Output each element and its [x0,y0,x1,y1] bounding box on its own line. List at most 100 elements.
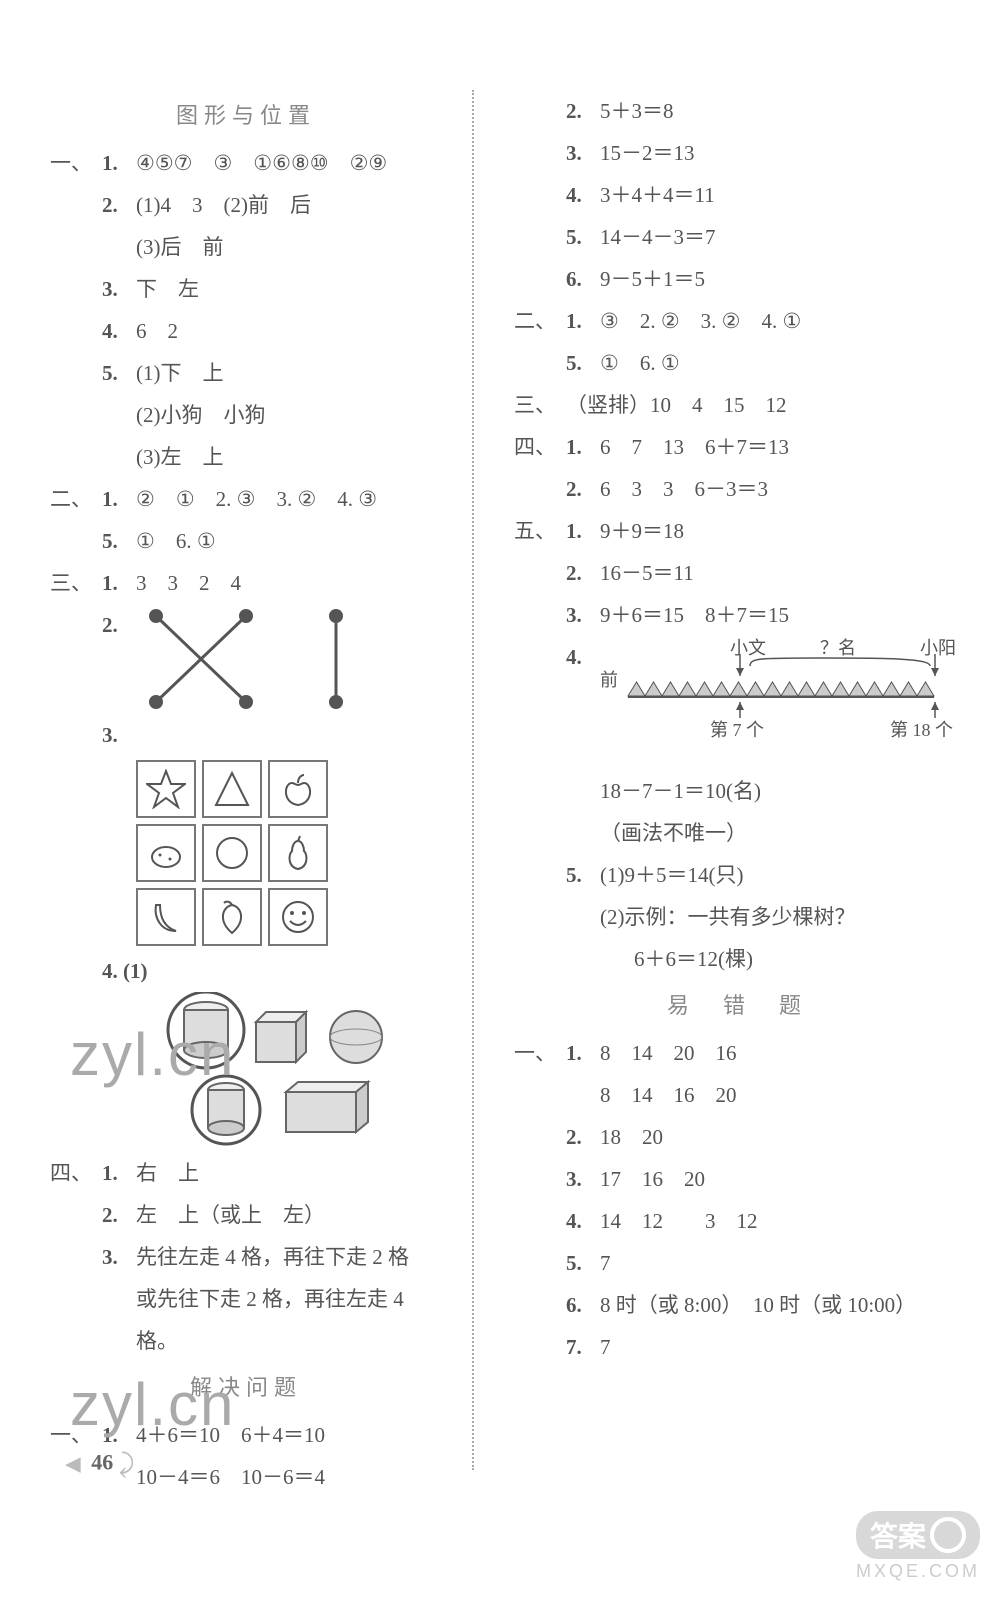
r5-3: 3.9＋6＝15 8＋7＝15 [514,594,960,636]
page-decor-icon: ⤸ [119,1449,135,1478]
major-label: 一、 [50,142,102,184]
minor-label: 5. [566,854,600,896]
q4-3: 3.先往左走 4 格，再往下走 2 格 [50,1236,442,1278]
section-title-shapes: 图形与位置 [50,94,442,138]
r5-5b: (2)示例：一共有多少棵树？ [514,896,960,938]
q2-5: 5.① 6. ① [50,520,442,562]
r-i4: 4.3＋4＋4＝11 [514,174,960,216]
minor-label: 3. [566,594,600,636]
minor-label: 5. [102,520,136,562]
e3: 3.17 16 20 [514,1158,960,1200]
minor-label: 1. [102,142,136,184]
q1-1: 一、 1. ④⑤⑦ ③ ①⑥⑧⑩ ②⑨ [50,142,442,184]
minor-label: 1. [566,510,600,552]
label-front: 前 [600,670,618,690]
q1-5: 5.(1)下 上 [50,352,442,394]
solids-svg [136,992,416,1152]
label-pos7: 第 7 个 [710,720,764,740]
r5-4a: 18－7－1＝10(名) [514,770,960,812]
answer-text: ① 6. ① [136,520,442,562]
answer-text: 7 [600,1326,960,1368]
answer-text: 9－5＋1＝5 [600,258,960,300]
site-badge: 答案 MXQE.COM [856,1511,980,1582]
minor-label: 7. [566,1326,600,1368]
cell-circle [202,824,262,882]
r-i6: 6.9－5＋1＝5 [514,258,960,300]
major-label: 二、 [50,478,102,520]
minor-label: 4. [566,1200,600,1242]
minor-label: 5. [566,342,600,384]
badge-bottom: MXQE.COM [856,1561,980,1582]
answer-text: 9＋9＝18 [600,510,960,552]
cell-triangle [202,760,262,818]
answer-text: （竖排）10 4 15 12 [566,384,960,426]
answer-text: 8 时（或 8:00） 10 时（或 10:00） [600,1284,960,1326]
queue-diagram: 小文 ？名 小阳 前 [600,636,960,770]
r-i3: 3.15－2＝13 [514,132,960,174]
right-column: 2.5＋3＝8 3.15－2＝13 4.3＋4＋4＝11 5.14－4－3＝7 … [504,90,960,1470]
q4-3b: 或先往下走 2 格，再往左走 4 格。 [50,1278,442,1362]
answer-text: ④⑤⑦ ③ ①⑥⑧⑩ ②⑨ [136,142,442,184]
minor-label: 5. [566,1242,600,1284]
minor-label: 4. [102,310,136,352]
label-question: ？名 [820,638,856,658]
q1-2b: (3)后 前 [50,226,442,268]
minor-label: 3. [566,132,600,174]
q1-2: 2.(1)4 3 (2)前 后 [50,184,442,226]
page-number: ◄ 46 ⤸ [60,1449,134,1480]
minor-label: 2. [566,468,600,510]
cell-apple [268,760,328,818]
answer-text: 6 7 13 6＋7＝13 [600,426,960,468]
minor-label: 6. [566,1284,600,1326]
label-pos18: 第 18 个 [890,720,953,740]
badge-text: 答案 [870,1515,926,1555]
section-title-errors: 易 错 题 [514,984,960,1028]
answer-text: (1)下 上 [136,352,442,394]
answer-text: 下 左 [136,268,442,310]
r5-5c: 6＋6＝12(棵) [514,938,960,980]
major-label: 四、 [50,1152,102,1194]
minor-label: 5. [566,216,600,258]
answer-text: ③ 2. ② 3. ② 4. ① [600,300,960,342]
answer-text: 右 上 [136,1152,442,1194]
r5-4b: （画法不唯一） [514,812,960,854]
minor-label: 3. [102,714,136,756]
page-decor-icon: ◄ [60,1450,86,1479]
major-label: 五、 [514,510,566,552]
answer-text: 6 3 3 6－3＝3 [600,468,960,510]
r5-4: 4. 小文 ？名 小阳 前 [514,636,960,770]
major-label: 二、 [514,300,566,342]
minor-label: 1. [102,562,136,604]
q3-4-label: 4. (1) [50,950,442,992]
badge-circle-icon [930,1517,966,1553]
e5: 5.7 [514,1242,960,1284]
badge-top: 答案 [856,1511,980,1559]
e1b: 8 14 16 20 [514,1074,960,1116]
q3-2: 2. [50,604,442,714]
major-label: 三、 [50,562,102,604]
q2-1: 二、 1. ② ① 2. ③ 3. ② 4. ③ [50,478,442,520]
answer-text: 5＋3＝8 [600,90,960,132]
minor-label: 2. [102,604,136,714]
minor-label: 4. [566,174,600,216]
matching-diagram [136,604,442,714]
answer-text: 14－4－3＝7 [600,216,960,258]
minor-label: 3. [566,1158,600,1200]
left-column: 图形与位置 一、 1. ④⑤⑦ ③ ①⑥⑧⑩ ②⑨ 2.(1)4 3 (2)前 … [40,90,442,1470]
e7: 7.7 [514,1326,960,1368]
answer-text: (1)9＋5＝14(只) [600,854,960,896]
minor-label: 1. [102,1152,136,1194]
minor-label: 2. [102,1194,136,1236]
minor-label: 3. [102,268,136,310]
page: 图形与位置 一、 1. ④⑤⑦ ③ ①⑥⑧⑩ ②⑨ 2.(1)4 3 (2)前 … [0,0,1000,1600]
r4-2: 2.6 3 3 6－3＝3 [514,468,960,510]
q4-2: 2.左 上（或上 左） [50,1194,442,1236]
minor-label: 1. [566,300,600,342]
minor-label: 4. [566,636,600,770]
major-label: 四、 [514,426,566,468]
e6: 6.8 时（或 8:00） 10 时（或 10:00） [514,1284,960,1326]
column-divider [472,90,474,1470]
shape-grid [136,760,442,946]
cell-pear [268,824,328,882]
e1: 一、 1. 8 14 20 16 [514,1032,960,1074]
